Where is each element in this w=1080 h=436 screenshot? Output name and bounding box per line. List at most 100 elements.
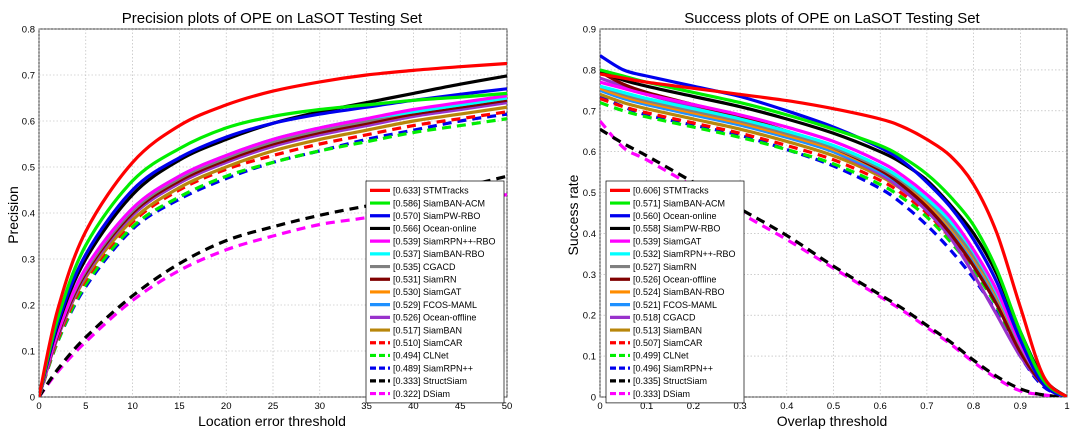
legend-entry: [0.518] CGACD — [633, 313, 696, 323]
x-tick-label: 45 — [455, 401, 466, 412]
series-line — [39, 61, 507, 397]
x-tick-label: 0.2 — [687, 401, 700, 412]
series-line — [39, 94, 507, 397]
legend-entry: [0.566] Ocean-online — [393, 224, 477, 234]
y-tick-label: 0.3 — [583, 270, 596, 281]
success-chart: Success plots of OPE on LaSOT Testing Se… — [565, 10, 1070, 429]
legend-entry: [0.558] SiamPW-RBO — [633, 224, 720, 234]
legend-entry: [0.532] SiamRPN++-RBO — [633, 249, 736, 259]
y-axis-label: Precision — [5, 186, 21, 244]
legend-entry: [0.521] FCOS-MAML — [633, 300, 717, 310]
y-tick-label: 0.6 — [22, 117, 35, 128]
series-line — [39, 117, 507, 397]
x-tick-label: 5 — [83, 401, 88, 412]
x-tick-label: 30 — [315, 401, 326, 412]
series-line — [600, 127, 1067, 397]
legend-entry: [0.535] CGACD — [393, 262, 456, 272]
x-tick-label: 20 — [221, 401, 232, 412]
y-tick-label: 0.7 — [583, 106, 596, 117]
series-line — [39, 110, 507, 397]
legend-entry: [0.507] SiamCAR — [633, 338, 703, 348]
series-line — [600, 96, 1067, 397]
x-tick-label: 0 — [597, 401, 602, 412]
legend-entry: [0.571] SiamBAN-ACM — [633, 198, 725, 208]
legend-entry: [0.322] DSiam — [393, 389, 450, 399]
y-tick-label: 0.4 — [583, 229, 596, 240]
series-line — [39, 74, 507, 397]
series-lines — [600, 54, 1067, 397]
x-tick-label: 40 — [408, 401, 419, 412]
series-line — [39, 112, 507, 397]
x-tick-label: 25 — [268, 401, 279, 412]
legend-entry: [0.606] STMTracks — [633, 186, 709, 196]
legend-entry: [0.499] CLNet — [633, 351, 689, 361]
precision-chart: Precision plots of OPE on LaSOT Testing … — [5, 10, 512, 429]
x-tick-label: 0.8 — [967, 401, 980, 412]
y-tick-label: 0.1 — [22, 347, 35, 358]
legend-entry: [0.496] SiamRPN++ — [633, 363, 713, 373]
legend-entry: [0.586] SiamBAN-ACM — [393, 198, 485, 208]
legend-entry: [0.633] STMTracks — [393, 186, 469, 196]
x-tick-label: 0.7 — [920, 401, 933, 412]
chart-title: Success plots of OPE on LaSOT Testing Se… — [684, 10, 980, 27]
legend-entry: [0.335] StructSiam — [633, 376, 707, 386]
x-tick-label: 10 — [127, 401, 138, 412]
series-line — [600, 101, 1067, 397]
y-tick-label: 0.2 — [583, 311, 596, 322]
series-line — [600, 72, 1067, 397]
y-tick-label: 0.9 — [583, 25, 596, 36]
y-tick-label: 0.7 — [22, 71, 35, 82]
legend-entry: [0.560] Ocean-online — [633, 211, 717, 221]
x-axis-label: Overlap threshold — [777, 413, 888, 429]
x-tick-label: 1 — [1064, 401, 1069, 412]
legend-entry: [0.527] SiamRN — [633, 262, 697, 272]
legend-entry: [0.539] SiamRPN++-RBO — [393, 236, 496, 246]
y-tick-label: 0.6 — [583, 147, 596, 158]
series-line — [600, 68, 1067, 397]
y-axis-label: Success rate — [565, 174, 581, 255]
legend-entry: [0.517] SiamBAN — [393, 325, 462, 335]
y-tick-label: 0.4 — [22, 209, 35, 220]
legend-entry: [0.570] SiamPW-RBO — [393, 211, 480, 221]
y-tick-label: 0.3 — [22, 255, 35, 266]
legend-entry: [0.494] CLNet — [393, 351, 449, 361]
y-tick-label: 0.1 — [583, 352, 596, 363]
y-tick-label: 0.8 — [22, 25, 35, 36]
x-tick-label: 0.6 — [874, 401, 887, 412]
legend-entry: [0.333] DSiam — [633, 389, 690, 399]
legend: [0.606] STMTracks [0.571] SiamBAN-ACM [0.5… — [605, 180, 745, 404]
x-tick-label: 15 — [174, 401, 185, 412]
y-tick-label: 0.5 — [583, 188, 596, 199]
y-tick-label: 0.5 — [22, 163, 35, 174]
chart-title: Precision plots of OPE on LaSOT Testing … — [122, 10, 423, 27]
legend-entry: [0.333] StructSiam — [393, 376, 467, 386]
legend-entry: [0.526] Ocean-offline — [633, 274, 716, 284]
y-tick-label: 0.8 — [583, 65, 596, 76]
legend-entry: [0.526] Ocean-offline — [393, 313, 476, 323]
series-line — [600, 54, 1067, 397]
legend-entry: [0.524] SiamBAN-RBO — [633, 287, 725, 297]
y-tick-label: 0 — [591, 393, 596, 404]
y-tick-label: 0 — [30, 393, 35, 404]
legend-entry: [0.513] SiamBAN — [633, 325, 702, 335]
series-line — [600, 80, 1067, 397]
x-tick-label: 35 — [361, 401, 372, 412]
legend-entry: [0.529] FCOS-MAML — [393, 300, 477, 310]
legend-entry: [0.537] SiamBAN-RBO — [393, 249, 485, 259]
legend-entry: [0.489] SiamRPN++ — [393, 363, 473, 373]
x-tick-label: 0.1 — [640, 401, 653, 412]
series-line — [39, 91, 507, 397]
x-tick-label: 50 — [502, 401, 513, 412]
legend-entry: [0.531] SiamRN — [393, 274, 457, 284]
y-tick-label: 0.2 — [22, 301, 35, 312]
legend-entry: [0.539] SiamGAT — [633, 236, 702, 246]
legend-entry: [0.530] SiamGAT — [393, 287, 462, 297]
x-tick-label: 0 — [36, 401, 41, 412]
legend-entry: [0.510] SiamCAR — [393, 338, 463, 348]
x-tick-label: 0.9 — [1014, 401, 1027, 412]
x-axis-label: Location error threshold — [198, 413, 346, 429]
x-tick-label: 0.5 — [827, 401, 840, 412]
legend: [0.633] STMTracks [0.586] SiamBAN-ACM [0.5… — [365, 180, 505, 404]
x-tick-label: 0.3 — [733, 401, 746, 412]
